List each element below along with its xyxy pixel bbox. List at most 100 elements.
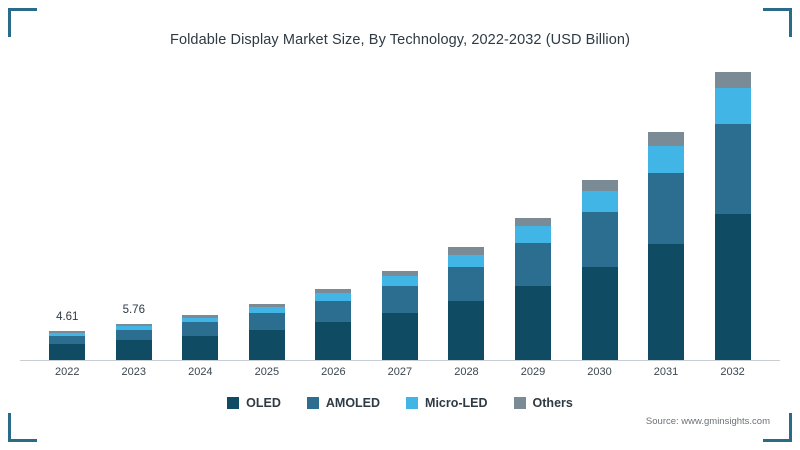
legend-label: OLED [246,396,281,410]
bar-segment-amoled [514,242,551,287]
bar-segment-others [315,289,352,294]
bar-segment-micro-led [49,333,86,336]
bar-segment-others [581,179,618,191]
bar-group [311,72,355,360]
bar-stack[interactable] [115,323,152,360]
bar-stack[interactable] [448,247,485,360]
source-attribution: Source: www.gminsights.com [645,416,770,427]
x-axis-label-2032: 2032 [720,366,745,378]
bar-segment-others [514,217,551,227]
bar-stack[interactable] [49,331,86,360]
bar-segment-amoled [448,267,485,302]
bar-segment-amoled [248,313,285,330]
bar-segment-oled [182,335,219,360]
bar-segment-micro-led [648,145,685,174]
bar-segment-micro-led [714,87,751,124]
bar-value-label: 4.61 [56,311,79,324]
x-axis-label-2030: 2030 [587,366,612,378]
bar-segment-oled [315,322,352,360]
corner-bracket-bottom-right [763,413,792,442]
bar-segment-micro-led [315,293,352,302]
legend-swatch-icon [306,397,319,409]
bar-stack[interactable] [714,72,751,360]
bar-segment-amoled [182,322,219,336]
bar-group [711,72,755,360]
bar-segment-micro-led [182,317,219,323]
bar-group [578,72,622,360]
x-axis-label-2027: 2027 [387,366,413,378]
bar-segment-amoled [49,335,86,345]
legend-swatch-icon [513,397,526,409]
bar-segment-oled [448,301,485,360]
bar-segment-others [248,303,285,308]
bar-group: 4.61 [45,72,89,360]
bar-stack[interactable] [581,179,618,360]
legend-label: Others [532,396,573,410]
bar-segment-oled [49,344,86,360]
bar-group [444,72,488,360]
x-axis-label-2026: 2026 [321,366,346,378]
bar-segment-oled [714,213,751,360]
bar-segment-micro-led [248,307,285,314]
bar-segment-others [115,323,152,327]
chart-legend: OLED AMOLED Micro-LED Others [0,396,800,410]
bar-segment-amoled [115,329,152,341]
bar-stack[interactable] [381,271,418,360]
bar-stack[interactable] [248,303,285,360]
x-axis-label-2029: 2029 [520,366,546,378]
bar-stack[interactable] [648,132,685,360]
corner-bracket-top-right [763,8,792,37]
bar-group [178,72,222,360]
bar-group [511,72,555,360]
legend-item-amoled[interactable]: AMOLED [306,396,381,410]
bar-segment-others [381,271,418,277]
x-axis-tick-labels: 2022 2023 2024 2025 2026 2027 2028 2029 2030 2031… [34,366,766,378]
bar-segment-oled [381,313,418,360]
bar-group [245,72,289,360]
legend-swatch-icon [406,397,419,409]
bar-segment-micro-led [115,326,152,330]
legend-label: AMOLED [325,396,381,410]
x-axis-label-2023: 2023 [121,366,147,378]
corner-bracket-bottom-left [8,413,37,442]
chart-title: Foldable Display Market Size, By Technol… [169,32,630,48]
bar-stack[interactable] [514,217,551,360]
bar-segment-others [714,72,751,88]
x-axis-label-2022: 2022 [55,366,80,378]
bar-segment-micro-led [381,276,418,287]
bar-value-label: 5.76 [122,303,145,316]
legend-item-others[interactable]: Others [513,396,573,410]
bar-segment-others [448,247,485,255]
legend-label: Micro-LED [425,396,488,410]
x-axis-label-2025: 2025 [254,366,280,378]
bar-segment-amoled [381,286,418,314]
legend-swatch-icon [227,397,240,409]
bar-stack[interactable] [182,314,219,360]
bar-group [378,72,422,360]
bar-stack[interactable] [315,289,352,360]
x-axis-label-2028: 2028 [454,366,479,378]
bar-segment-micro-led [581,190,618,213]
bar-segment-oled [248,329,285,360]
bar-segment-micro-led [514,226,551,243]
plot-area: 4.61 5.76 [34,72,766,360]
bar-segment-amoled [581,212,618,268]
bar-group: 5.76 [112,72,156,360]
bar-segment-others [648,132,685,146]
x-axis-line [20,360,780,361]
x-axis-label-2031: 2031 [653,366,679,378]
bar-segment-others [182,314,219,318]
x-axis-label-2024: 2024 [188,366,213,378]
bar-segment-amoled [714,123,751,214]
corner-bracket-top-left [8,8,37,37]
bar-segment-amoled [648,173,685,244]
bar-segment-oled [514,286,551,360]
bar-segment-others [49,331,86,334]
legend-item-micro-led[interactable]: Micro-LED [406,396,488,410]
bar-series-container: 4.61 5.76 [34,72,766,360]
bar-group [644,72,688,360]
bar-segment-oled [581,267,618,360]
bar-segment-micro-led [448,254,485,268]
legend-item-oled[interactable]: OLED [227,396,281,410]
